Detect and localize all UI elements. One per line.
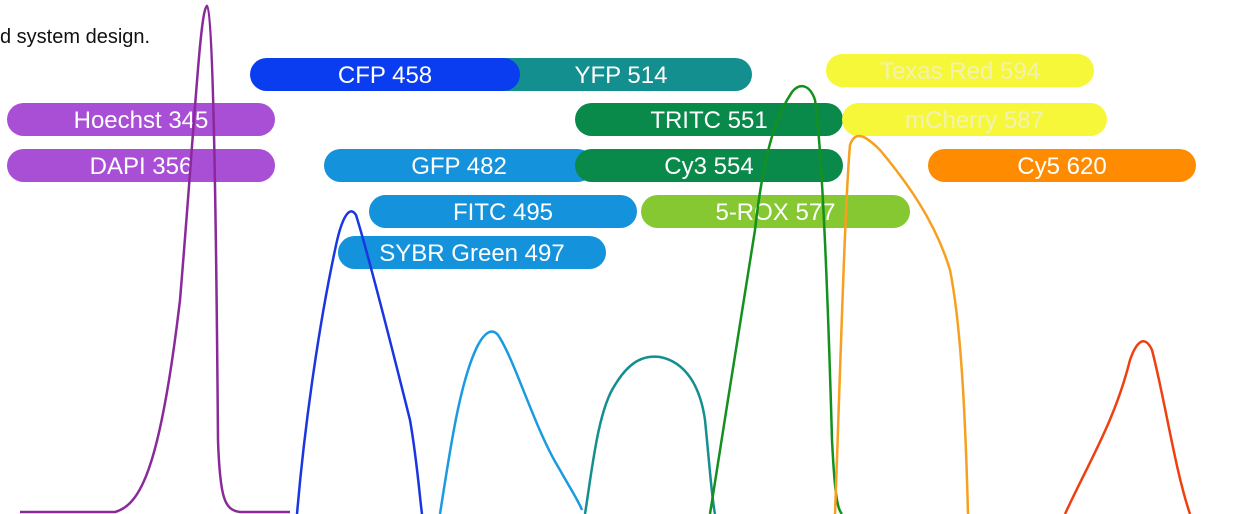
- pill-bg: [7, 103, 275, 136]
- pill-bg: [575, 149, 843, 182]
- pill-bg: [369, 195, 637, 228]
- fluorophore-pill[interactable]: Cy5 620: [928, 149, 1196, 182]
- fluorophore-pill[interactable]: SYBR Green 497: [338, 236, 606, 269]
- fluorophore-pill[interactable]: CFP 458: [250, 58, 520, 91]
- fluorophore-pill[interactable]: Texas Red 594: [826, 54, 1094, 87]
- pill-label: SYBR Green 497: [379, 240, 564, 267]
- pill-bg: [842, 103, 1107, 136]
- pill-label: GFP 482: [411, 153, 507, 180]
- pill-bg: [250, 58, 520, 91]
- fluorophore-pill[interactable]: YFP 514: [490, 58, 752, 91]
- pill-bg: [490, 58, 752, 91]
- pill-label: FITC 495: [453, 199, 553, 226]
- pill-label: Cy3 554: [664, 153, 753, 180]
- fluorophore-pill[interactable]: FITC 495: [369, 195, 637, 228]
- pill-label: CFP 458: [338, 62, 432, 89]
- pill-label: 5-ROX 577: [715, 199, 835, 226]
- pill-label: DAPI 356: [90, 153, 193, 180]
- pill-bg: [826, 54, 1094, 87]
- pill-bg: [7, 149, 275, 182]
- pill-label: TRITC 551: [650, 107, 767, 134]
- pill-bg: [338, 236, 606, 269]
- curves: [20, 4, 1192, 514]
- fluorophore-pill[interactable]: DAPI 356: [7, 149, 275, 182]
- curve: [295, 210, 424, 514]
- curve: [1063, 340, 1192, 514]
- fluorophore-pill[interactable]: TRITC 551: [575, 103, 843, 136]
- curve: [708, 84, 843, 514]
- fluorophore-pill[interactable]: GFP 482: [324, 149, 594, 182]
- fluorophore-pill[interactable]: 5-ROX 577: [641, 195, 910, 228]
- fluorophore-pill[interactable]: Hoechst 345: [7, 103, 275, 136]
- pill-label: mCherry 587: [905, 107, 1044, 134]
- pill-bg: [928, 149, 1196, 182]
- pill-label: YFP 514: [575, 62, 668, 89]
- pill-label: Texas Red 594: [880, 58, 1040, 85]
- pill-bg: [324, 149, 594, 182]
- pill-bg: [641, 195, 910, 228]
- caption: d system design.: [0, 26, 151, 48]
- fluorophore-pill[interactable]: Cy3 554: [575, 149, 843, 182]
- curve: [438, 330, 584, 514]
- curve: [833, 134, 970, 514]
- fluorophore-pill[interactable]: mCherry 587: [842, 103, 1107, 136]
- curve: [20, 4, 290, 514]
- pill-label: Hoechst 345: [74, 107, 209, 134]
- pill-label: Cy5 620: [1017, 153, 1106, 180]
- curve: [583, 355, 717, 514]
